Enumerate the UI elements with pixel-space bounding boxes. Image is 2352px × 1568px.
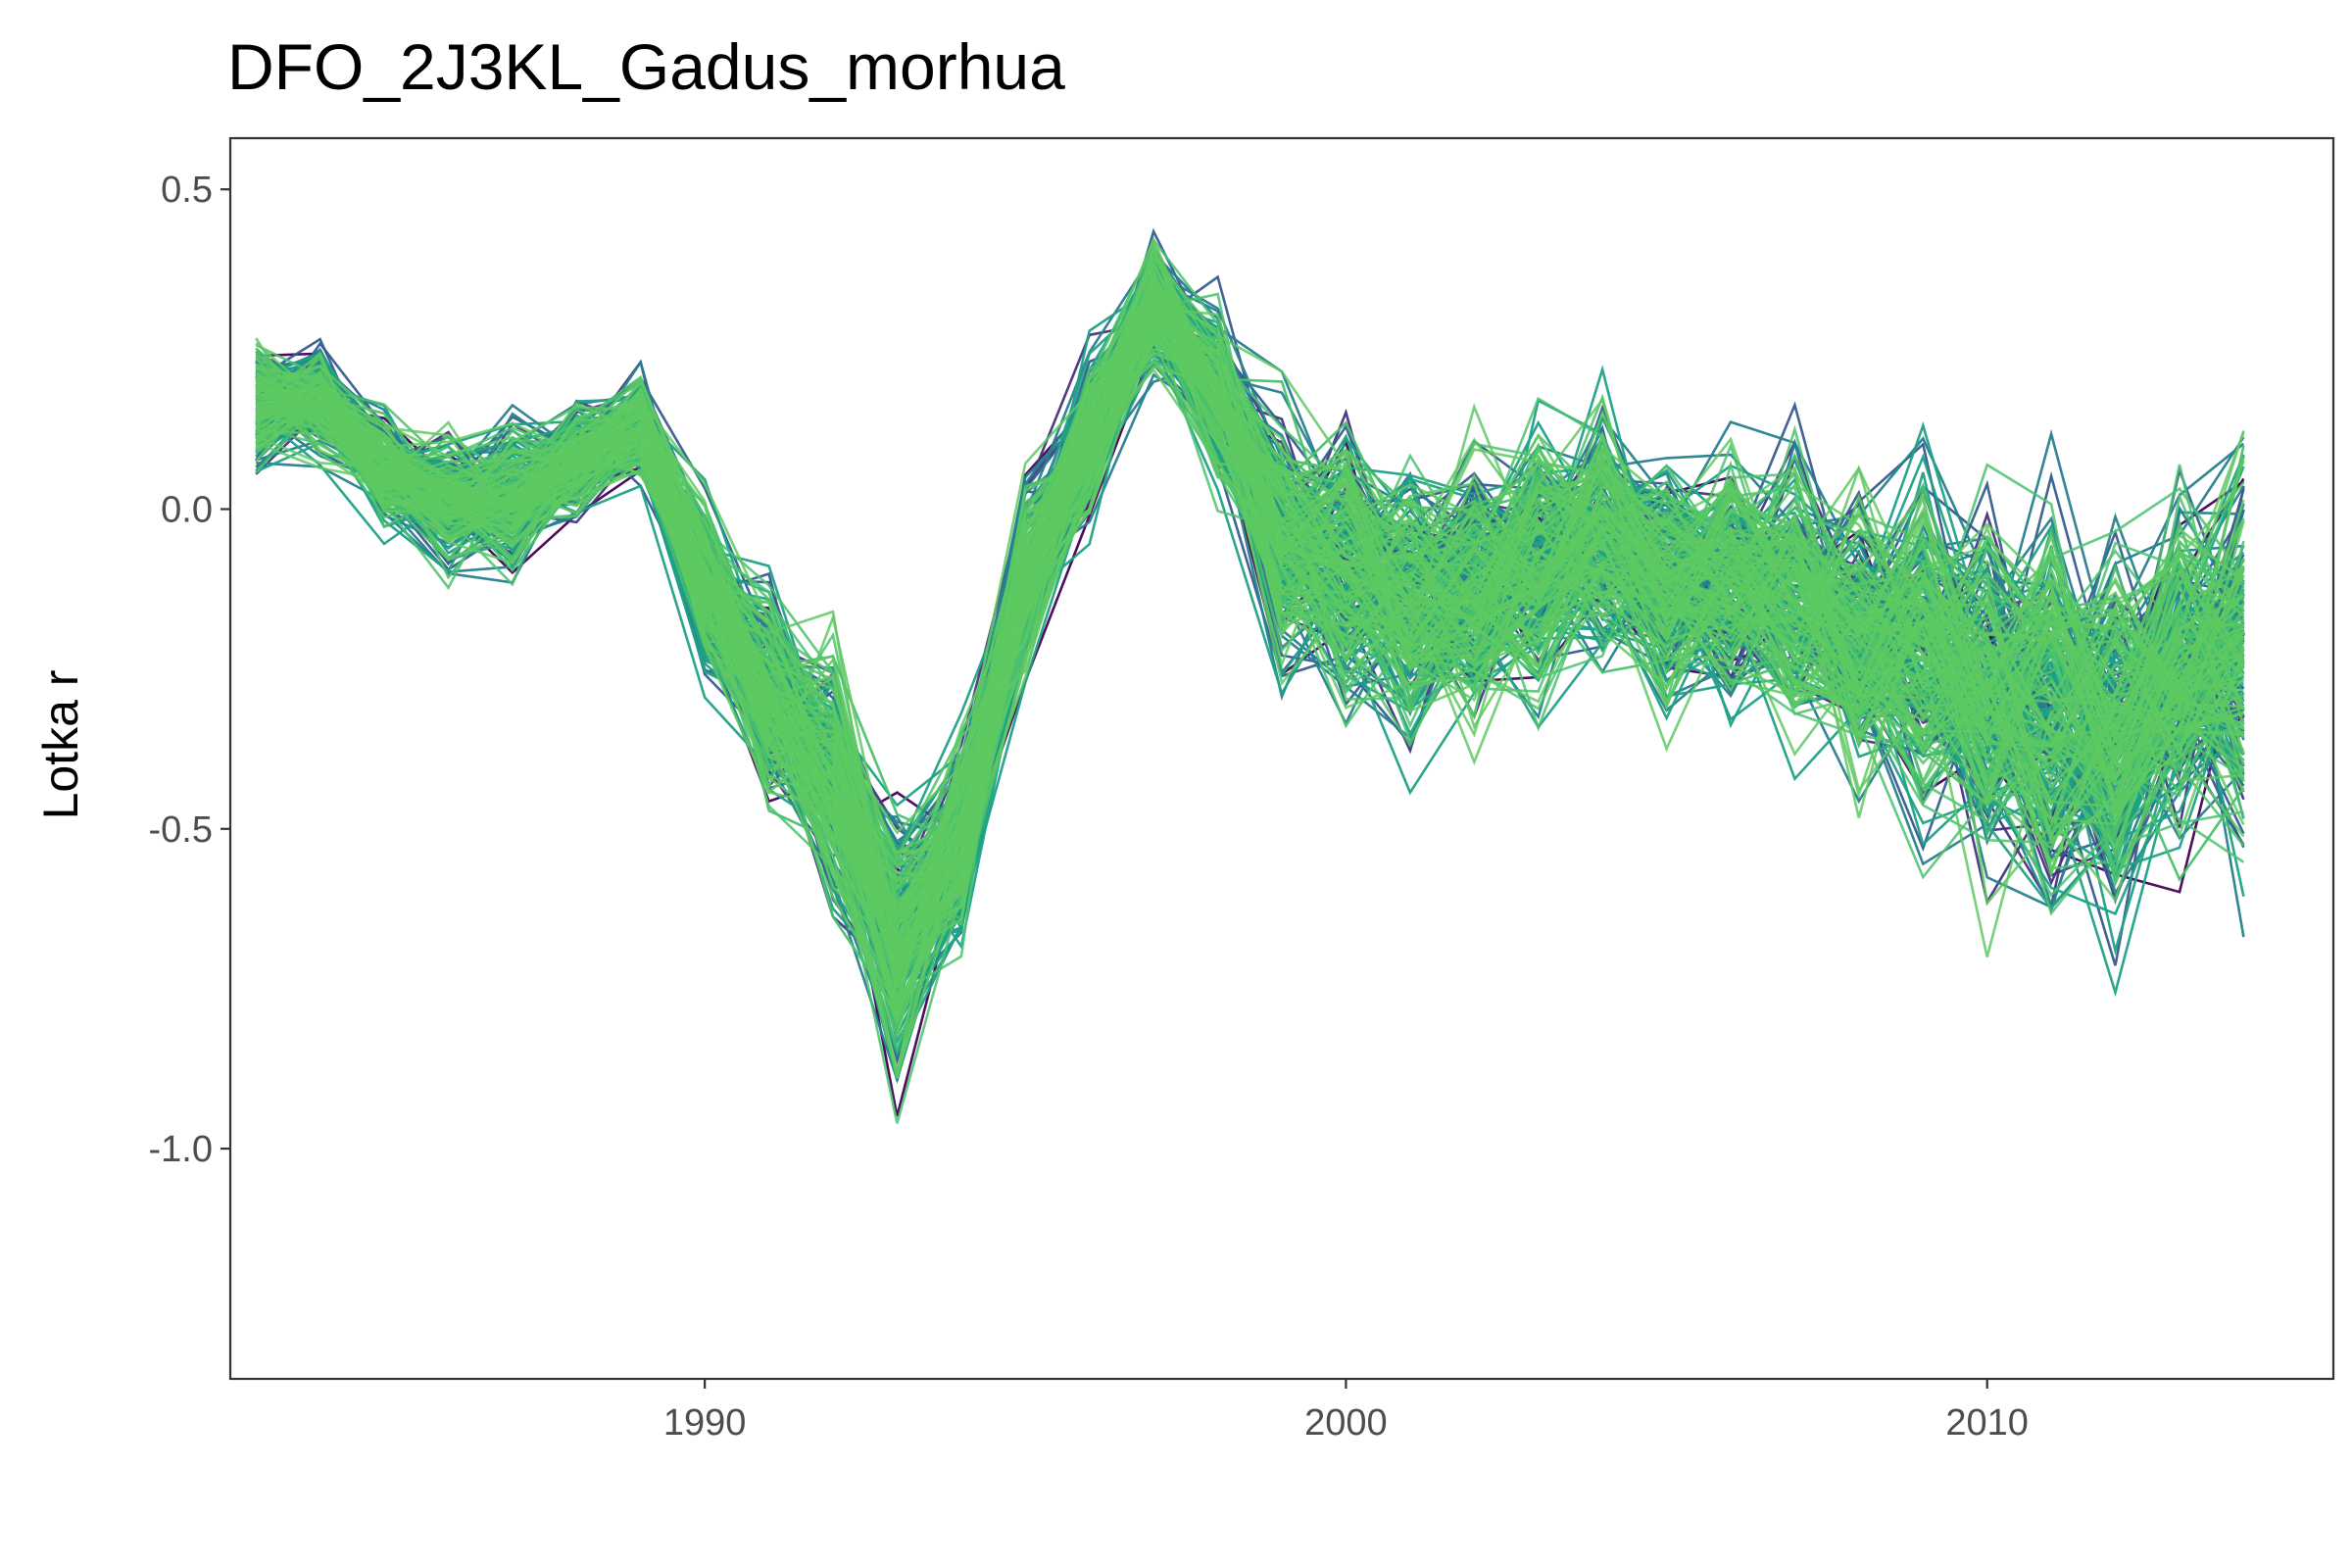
axes-group: 0.5 0.0 -0.5 -1.0 1990 2000 2010 xyxy=(149,170,2029,1444)
series-line xyxy=(255,337,2244,1076)
series-group xyxy=(255,227,2245,1124)
series-line xyxy=(255,294,2244,1078)
y-tick-label: -1.0 xyxy=(149,1129,213,1170)
series-line xyxy=(255,286,2244,916)
x-tick-label: 2010 xyxy=(1945,1402,2029,1444)
series-line xyxy=(255,303,2245,936)
panel-border xyxy=(228,136,2335,1381)
y-tick-label: -0.5 xyxy=(149,809,213,851)
series-line xyxy=(255,331,2244,932)
chart-title: DFO_2J3KL_Gadus_morhua xyxy=(227,30,1065,103)
series-line xyxy=(255,295,2245,975)
y-tick-label: 0.5 xyxy=(161,170,213,211)
y-tick-label: 0.0 xyxy=(161,489,213,530)
series-line xyxy=(255,351,2244,953)
x-tick-label: 2000 xyxy=(1304,1402,1388,1444)
x-tick-label: 1990 xyxy=(663,1402,747,1444)
series-line xyxy=(255,320,2245,835)
series-line xyxy=(255,283,2244,961)
